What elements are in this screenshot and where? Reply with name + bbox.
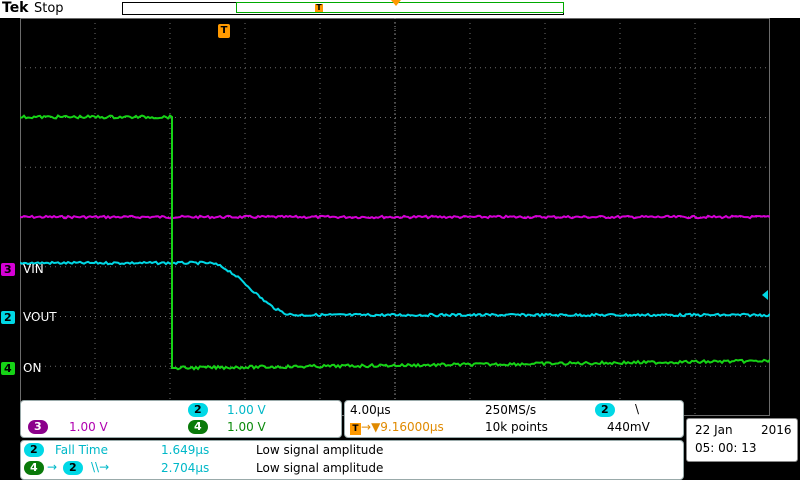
record-length-value: 10k points bbox=[485, 420, 548, 434]
ch2-waveform bbox=[20, 260, 770, 318]
arrow-right-icon: → bbox=[47, 460, 58, 474]
date-value: 22 Jan bbox=[695, 423, 733, 437]
trigger-position-marker[interactable] bbox=[391, 0, 401, 6]
ch3-waveform bbox=[20, 214, 770, 220]
acquisition-status: Stop bbox=[34, 1, 64, 16]
meas1-note: Low signal amplitude bbox=[256, 443, 384, 457]
ch4-waveform bbox=[20, 114, 770, 371]
meas1-source-badge: 2 bbox=[24, 443, 44, 457]
ch2-scale-badge: 2 bbox=[188, 403, 208, 417]
ch3-scale-value: 1.00 V bbox=[69, 420, 108, 434]
brand-logo: Tek bbox=[2, 0, 29, 16]
ch4-label: ON bbox=[23, 361, 42, 375]
record-trigger-marker: T bbox=[315, 3, 323, 12]
ch2-ground-marker[interactable]: 2 bbox=[1, 311, 15, 324]
datetime-panel: 22 Jan 2016 05: 00: 13 bbox=[686, 418, 798, 462]
meas2-name: \\→ bbox=[91, 460, 110, 474]
year-value: 2016 bbox=[761, 423, 792, 437]
trigger-level-value: 440mV bbox=[607, 420, 650, 434]
trigger-delay-readout: T →▼9.16000µs bbox=[350, 420, 444, 435]
trigger-delay-value: ▼9.16000µs bbox=[371, 420, 444, 434]
trigger-source-badge: 2 bbox=[595, 403, 615, 417]
status-bar: Tek Stop T bbox=[0, 0, 800, 18]
ch4-scale-badge: 4 bbox=[188, 420, 208, 434]
ch3-ground-marker[interactable]: 3 bbox=[1, 263, 15, 276]
meas1-value: 1.649µs bbox=[161, 443, 210, 457]
measurement-panel[interactable]: 2 Fall Time 1.649µs Low signal amplitude… bbox=[20, 440, 684, 480]
time-value: 05: 00: 13 bbox=[695, 441, 757, 455]
sample-rate-value: 250MS/s bbox=[485, 403, 537, 417]
waveform-display[interactable] bbox=[20, 18, 770, 416]
meas1-name: Fall Time bbox=[55, 443, 109, 457]
meas2-source-badge: 4 bbox=[24, 461, 44, 475]
meas2-value: 2.704µs bbox=[161, 461, 210, 475]
ch2-scale-value: 1.00 V bbox=[227, 403, 266, 417]
trigger-time-flag[interactable]: T bbox=[218, 24, 230, 38]
ch2-label: VOUT bbox=[23, 310, 57, 324]
meas2-note: Low signal amplitude bbox=[256, 461, 384, 475]
trigger-t-icon: T bbox=[350, 423, 361, 435]
vertical-scale-panel[interactable]: 2 1.00 V 3 1.00 V 4 1.00 V bbox=[20, 400, 342, 438]
ch3-scale-badge: 3 bbox=[28, 420, 48, 434]
meas2-target-badge: 2 bbox=[63, 461, 83, 475]
ch4-scale-value: 1.00 V bbox=[227, 420, 266, 434]
horizontal-trigger-panel[interactable]: 4.00µs 250MS/s 2 \ T →▼9.16000µs 10k poin… bbox=[344, 400, 684, 438]
ch4-ground-marker[interactable]: 4 bbox=[1, 362, 15, 375]
trigger-slope-icon: \ bbox=[635, 402, 640, 416]
timebase-value: 4.00µs bbox=[350, 403, 391, 417]
ch3-label: VIN bbox=[23, 262, 44, 276]
trigger-level-marker bbox=[762, 290, 768, 300]
arrow-right-icon: → bbox=[361, 420, 372, 434]
